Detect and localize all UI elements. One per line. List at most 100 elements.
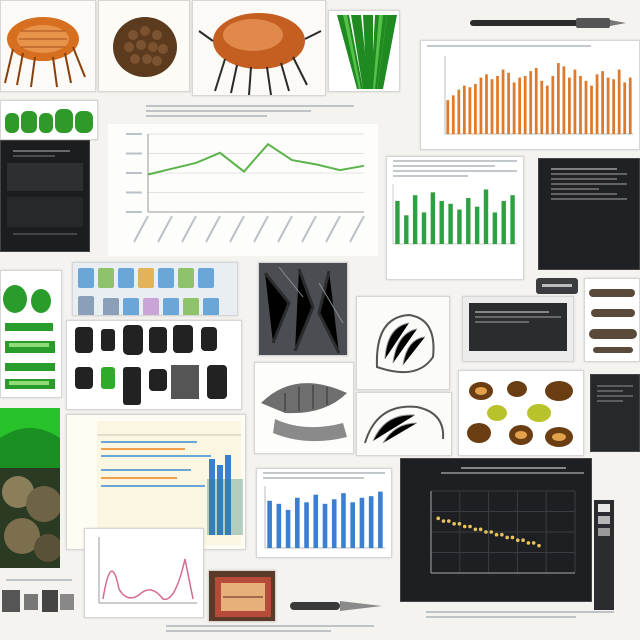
chart-caption-line: [427, 45, 591, 47]
bar: [295, 497, 300, 548]
data-point: [531, 541, 536, 545]
dark-scatter-chart: [430, 490, 576, 574]
fish-skeleton-drawing: [254, 362, 354, 454]
tick-label-placeholder: [181, 215, 197, 243]
small-tool-icon: [536, 278, 578, 294]
y-tick-label-placeholder: [126, 152, 142, 155]
bar: [341, 493, 346, 548]
black-objects-grid: [66, 320, 242, 410]
tool-image-pen: [466, 12, 630, 34]
caption-line: [263, 472, 385, 474]
green-bar-chart-panel: [386, 156, 524, 280]
bar: [404, 215, 409, 244]
thumbnail-strip-bottom-left: [0, 576, 78, 636]
bar: [518, 77, 522, 134]
data-point: [478, 527, 483, 532]
bar: [496, 75, 499, 134]
bar: [430, 192, 436, 244]
data-point: [447, 519, 451, 523]
text-line: [551, 183, 627, 185]
green-foliage-photo: [0, 408, 60, 568]
bar: [466, 198, 471, 244]
line-chart-caption: [140, 102, 360, 124]
dark-text-content: [539, 159, 639, 209]
bar: [462, 85, 466, 134]
legend-swatch: [598, 516, 610, 524]
tick-label-placeholder: [133, 215, 149, 243]
monitor-line: [475, 311, 549, 313]
legend-swatch: [598, 504, 610, 512]
grid-tile: [118, 268, 134, 288]
blue-bar-chart: [264, 486, 385, 549]
series-line: [147, 142, 365, 176]
bar: [529, 71, 533, 134]
bar: [490, 79, 494, 134]
text-line: [551, 173, 627, 175]
monitor-line: [475, 321, 529, 323]
grid-tile: [98, 268, 114, 288]
pen-tool-illustration: [470, 18, 626, 28]
caption-line: [393, 165, 495, 167]
green-bar-chart: [392, 184, 517, 245]
y-tick-label-placeholder: [126, 211, 142, 213]
terminal-content: [1, 141, 89, 244]
tools-illustration: [589, 289, 637, 353]
legend-swatch: [598, 528, 610, 536]
data-point: [473, 527, 478, 532]
tick-label-placeholder: [253, 215, 269, 243]
bar: [448, 203, 453, 244]
bar: [584, 80, 588, 134]
grid-tile: [123, 298, 140, 315]
caption-line: [393, 175, 468, 177]
bar: [545, 85, 549, 134]
text-line: [597, 400, 624, 402]
beetle-illustration: [198, 13, 322, 95]
bar: [267, 500, 272, 548]
data-point: [489, 530, 494, 534]
table-with-bars-panel: [66, 414, 246, 550]
bar: [556, 63, 560, 134]
caption-line: [146, 115, 267, 117]
bark-texture-photo: [258, 262, 348, 356]
bar: [601, 71, 604, 134]
data-point: [494, 532, 499, 537]
bar: [623, 82, 627, 134]
knife-illustration: [290, 601, 382, 611]
tick-label-placeholder: [229, 215, 245, 243]
bar: [501, 200, 506, 244]
tick-label-placeholder: [349, 215, 365, 243]
text-line: [551, 178, 617, 180]
data-point: [462, 524, 467, 529]
green-specimen-strip: [0, 100, 98, 140]
bar: [551, 75, 555, 134]
dark-text-panel-right: [538, 158, 640, 270]
beetle-drawing: [192, 0, 326, 96]
data-point: [510, 535, 515, 540]
y-tick-label-placeholder: [126, 172, 142, 174]
data-point: [500, 532, 504, 537]
tick-label-placeholder: [205, 215, 221, 243]
grid-tile: [178, 268, 194, 288]
grid-tile: [78, 296, 94, 315]
data-point: [441, 519, 446, 523]
dark-text-panel-lower: [590, 374, 640, 452]
caption-line: [146, 105, 354, 107]
data-point: [537, 543, 541, 548]
caption-line: [166, 630, 331, 632]
seeds-specimens: [458, 370, 584, 456]
bar: [573, 69, 577, 134]
bar: [492, 212, 498, 244]
leaf-blades-illustration: [337, 15, 397, 89]
pine-cone-illustration: [113, 17, 177, 77]
orange-bar-chart: [444, 56, 633, 135]
caption-line: [393, 170, 517, 172]
grid-tile: [158, 268, 174, 288]
bar: [446, 100, 450, 134]
caption-line: [6, 579, 72, 581]
grid-tile: [103, 298, 120, 315]
terminal-block: [7, 197, 83, 227]
monitor-display: [469, 303, 567, 351]
bar: [617, 69, 621, 134]
bar: [474, 206, 480, 244]
green-leaf-drawing: [328, 10, 400, 92]
